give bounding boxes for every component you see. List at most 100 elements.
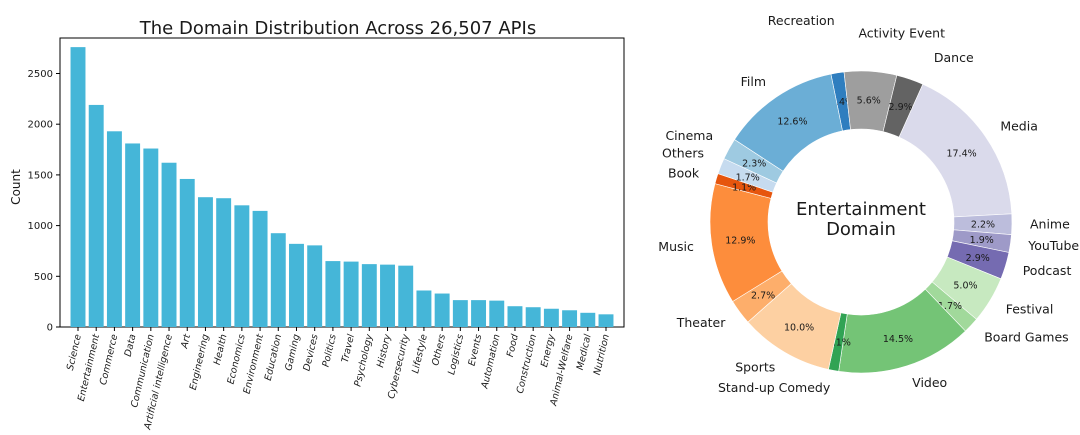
bar-chart-title: The Domain Distribution Across 26,507 AP… [139, 18, 536, 39]
slice-pct-podcast: 2.9% [966, 253, 990, 264]
y-tick-label: 1500 [28, 170, 53, 181]
slice-pct-festival: 5.0% [953, 281, 977, 292]
slice-label-sports: Sports [735, 360, 775, 375]
x-tick-label: Events [467, 333, 485, 367]
slice-label-video: Video [912, 375, 947, 390]
x-tick-label: Others [430, 333, 448, 367]
slice-label-cinema: Cinema [665, 128, 713, 143]
bar-politics [325, 261, 341, 327]
x-tick-label: Politics [321, 333, 339, 368]
x-tick-label: Medical [575, 333, 594, 371]
bar-engineering [197, 197, 213, 327]
slice-pct-music: 12.9% [725, 236, 755, 247]
slice-pct-video: 14.5% [883, 334, 913, 345]
donut-plot-area: 1.4% Recreation 5.6% Activity Event 2.9% Danc… [658, 13, 1079, 395]
x-tick-label: Lifestyle [410, 333, 430, 375]
bar-commerce [106, 131, 122, 327]
x-tick-label: Gaming [283, 333, 302, 372]
donut-center-label-line1: Entertainment [796, 199, 926, 220]
bar-gaming [289, 243, 304, 327]
slice-pct-board-games: 1.7% [938, 301, 962, 312]
bar-animal-welfare [562, 310, 578, 327]
slice-pct-youtube: 1.9% [970, 235, 994, 246]
bar-food [507, 306, 523, 327]
slice-pct-book: 1.1% [732, 182, 756, 193]
x-tick-label: Data [123, 333, 139, 358]
x-tick-label: Health [212, 333, 230, 366]
bar-communication [143, 148, 159, 327]
bar-logistics [452, 300, 468, 327]
x-tick-label: Nutrition [592, 333, 612, 376]
bar-entertainment [88, 104, 104, 327]
slice-label-others: Others [662, 145, 704, 160]
plot-frame [59, 37, 625, 328]
slice-label-activity-event: Activity Event [858, 25, 945, 40]
donut-chart-svg: 1.4% Recreation 5.6% Activity Event 2.9% Danc… [658, 13, 1079, 395]
slice-label-music: Music [658, 239, 694, 254]
bar-devices [307, 245, 323, 327]
bar-data [125, 143, 141, 327]
bar-economics [234, 205, 250, 327]
y-tick-label: 2500 [28, 69, 53, 80]
bar-medical [580, 312, 596, 327]
slice-pct-sports: 10.0% [784, 323, 814, 334]
bar-chart-svg: The Domain Distribution Across 26,507 AP… [9, 18, 625, 432]
x-tick-label: Food [505, 332, 521, 358]
slice-pct-film: 12.6% [777, 117, 807, 128]
bar-events [471, 300, 487, 327]
bar-art [179, 178, 195, 327]
bar-education [270, 233, 286, 327]
x-tick-label: Art [179, 332, 193, 350]
bar-energy [543, 308, 559, 327]
slice-pct-stand-up-comedy: 1.1% [827, 337, 851, 348]
x-tick-label: Logistics [446, 333, 466, 376]
slice-pct-anime: 2.2% [971, 219, 995, 230]
bar-cybersecurity [398, 265, 414, 327]
slice-pct-theater: 2.7% [751, 290, 775, 301]
x-tick-label: History [375, 333, 393, 369]
slice-label-film: Film [741, 74, 766, 89]
bar-chart: The Domain Distribution Across 26,507 AP… [9, 18, 625, 432]
slice-label-youtube: YouTube [1027, 238, 1079, 253]
slice-pct-activity-event: 5.6% [857, 96, 881, 107]
slice-label-recreation: Recreation [768, 13, 835, 28]
y-tick-label: 0 [47, 323, 53, 334]
x-tick-label: Energy [539, 333, 557, 368]
slice-label-dance: Dance [934, 50, 974, 65]
slice-label-podcast: Podcast [1023, 263, 1072, 278]
slice-pct-dance: 2.9% [889, 102, 913, 113]
slice-label-board-games: Board Games [984, 330, 1068, 345]
slice-pct-cinema: 2.3% [742, 158, 766, 169]
slice-label-media: Media [1000, 118, 1038, 133]
y-tick-label: 1000 [28, 221, 53, 232]
bar-automation [489, 300, 505, 327]
bar-construction [525, 307, 541, 327]
x-tick-label: Commerce [98, 333, 120, 386]
slice-pct-others: 1.7% [736, 172, 760, 183]
y-axis-label: Count [9, 169, 23, 205]
y-tick-label: 500 [34, 272, 53, 283]
donut-chart: 1.4% Recreation 5.6% Activity Event 2.9% Danc… [640, 0, 1080, 431]
bar-lifestyle [416, 290, 432, 327]
x-tick-label: Education [263, 333, 284, 382]
bar-psychology [361, 264, 377, 327]
bar-history [380, 264, 395, 327]
bar-plot-area: 05001000150020002500ScienceEntertainment… [28, 37, 625, 432]
donut-center-label-line2: Domain [826, 219, 896, 240]
bar-health [216, 198, 232, 327]
x-tick-label: Science [65, 333, 84, 372]
bar-environment [252, 210, 268, 327]
bar-science [70, 47, 86, 328]
bar-others [434, 293, 450, 327]
slice-label-stand-up-comedy: Stand-up Comedy [718, 380, 831, 395]
bar-nutrition [598, 314, 614, 327]
bar-artificial-intelligence [161, 162, 177, 327]
x-tick-label: Travel [340, 333, 357, 364]
bar-travel [343, 261, 359, 327]
y-tick-label: 2000 [28, 120, 53, 131]
slice-label-festival: Festival [1006, 301, 1054, 316]
x-tick-label: Devices [301, 333, 320, 372]
slice-film [734, 73, 843, 172]
slice-label-anime: Anime [1030, 216, 1070, 231]
slice-label-theater: Theater [676, 315, 726, 330]
